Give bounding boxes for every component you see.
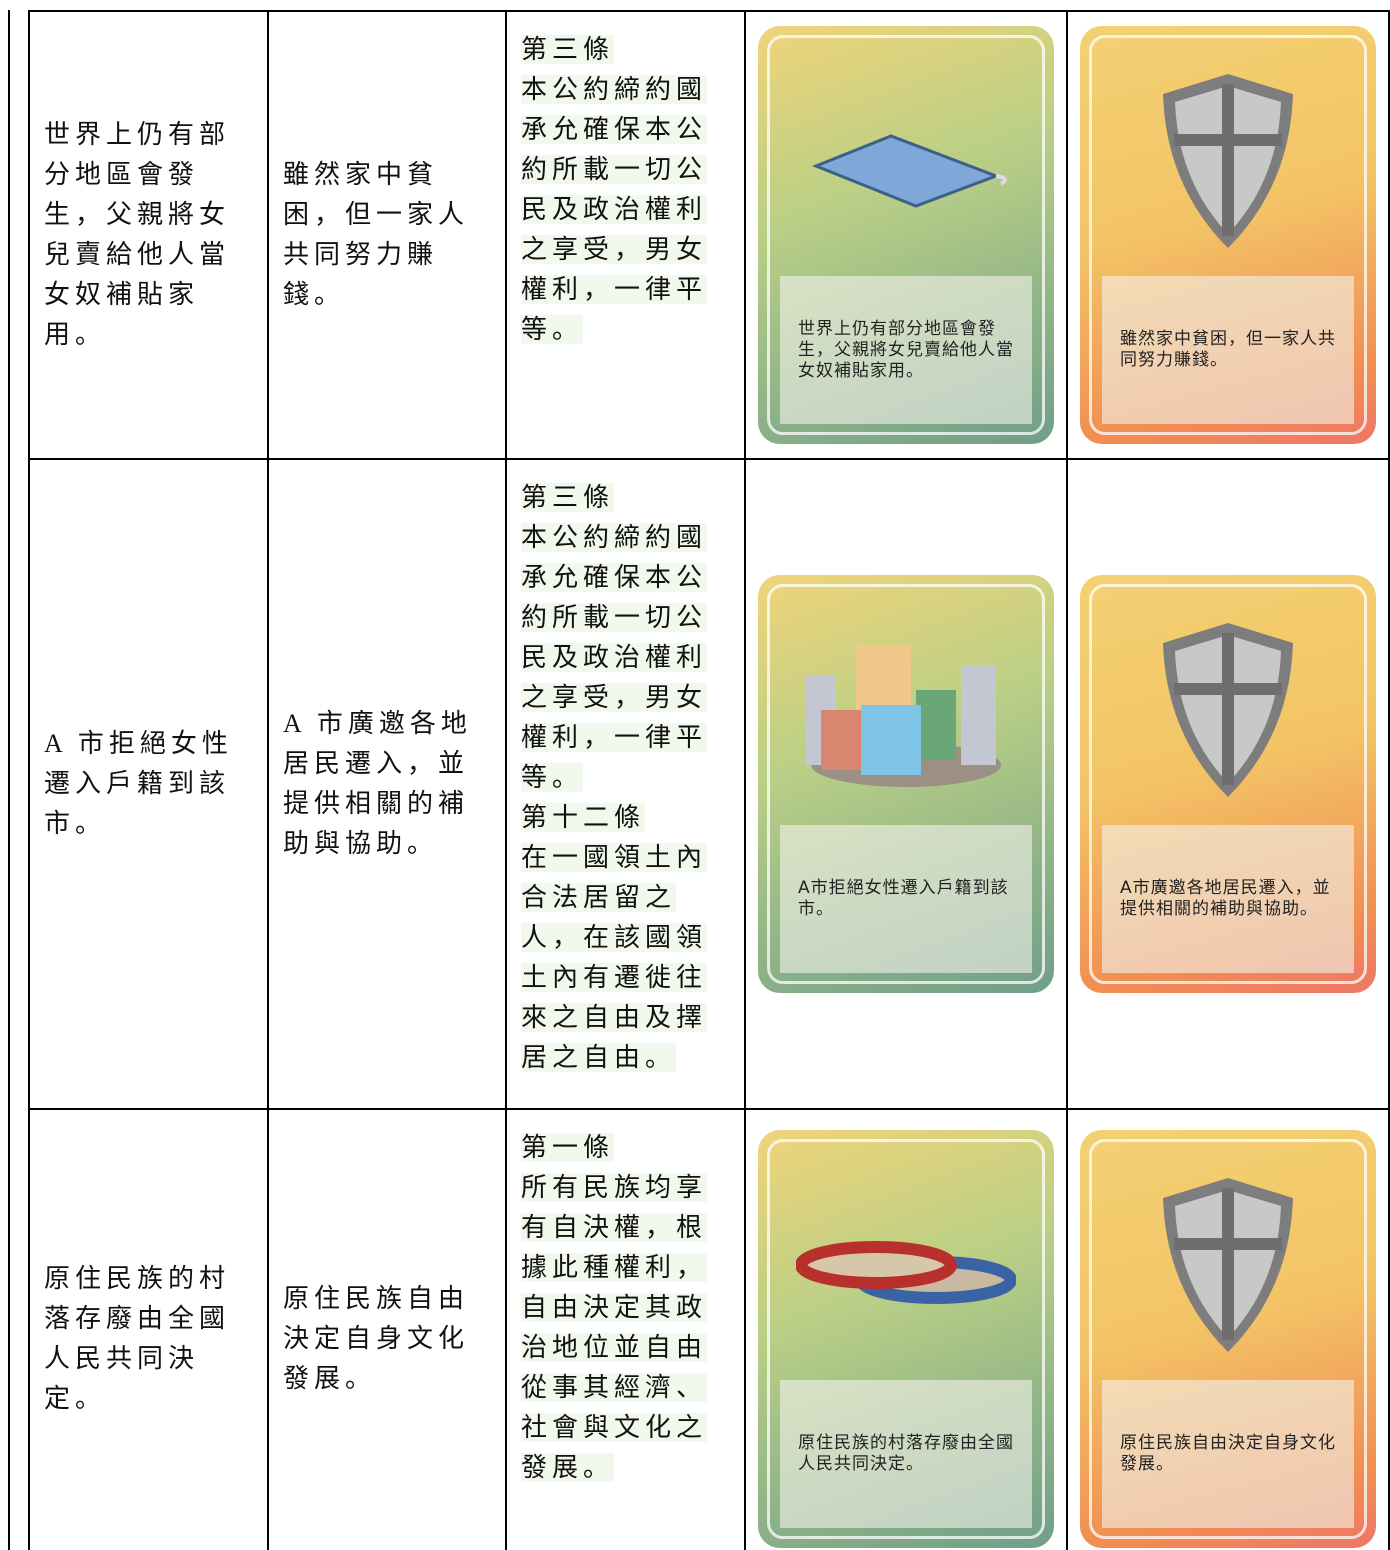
- scenario: A 市拒絕女性遷入戶籍到該市。: [28, 458, 269, 1110]
- response: 雖然家中貧困，但一家人共同努力賺錢。: [266, 10, 507, 460]
- scenario: 世界上仍有部分地區會發生，父親將女兒賣給他人當女奴補貼家用。: [28, 10, 269, 460]
- card-cell: 原住民族自由決定自身文化發展。: [1065, 1108, 1390, 1550]
- response: 原住民族自由決定自身文化發展。: [266, 1108, 507, 1550]
- table: 世界上仍有部分地區會發生，父親將女兒賣給他人當女奴補貼家用。 雖然家中貧困，但一…: [28, 10, 1390, 1550]
- card-cell: 原住民族的村落存廢由全國人民共同決定。: [743, 1108, 1068, 1550]
- card-caption: A市廣邀各地居民遷入，並提供相關的補助與協助。: [1119, 878, 1331, 919]
- card: A市拒絕女性遷入戶籍到該市。: [757, 575, 1054, 993]
- illustration: [1118, 1170, 1338, 1360]
- card: 原住民族自由決定自身文化發展。: [1079, 1130, 1376, 1548]
- article-text: 本公約締約國承允確保本公約所載一切公民及政治權利之享受，男女權利，一律平等。: [520, 75, 707, 344]
- card-cell: 雖然家中貧困，但一家人共同努力賺錢。: [1065, 10, 1390, 460]
- row: 世界上仍有部分地區會發生，父親將女兒賣給他人當女奴補貼家用。 雖然家中貧困，但一…: [28, 10, 1390, 460]
- card-caption: 雖然家中貧困，但一家人共同努力賺錢。: [1119, 329, 1336, 370]
- article-title: 第三條: [520, 483, 614, 512]
- article-title: 第三條: [520, 35, 614, 64]
- illustration: [796, 66, 1016, 256]
- article-text: 所有民族均享有自決權，根據此種權利，自由決定其政治地位並自由從事其經濟、社會與文…: [520, 1173, 707, 1482]
- card-caption: A市拒絕女性遷入戶籍到該市。: [797, 878, 1009, 919]
- illustration: [1118, 66, 1338, 256]
- card: 原住民族的村落存廢由全國人民共同決定。: [757, 1130, 1054, 1548]
- illustration: [796, 1170, 1016, 1360]
- card-caption: 原住民族自由決定自身文化發展。: [1119, 1433, 1336, 1474]
- left-margin: [8, 10, 30, 1550]
- illustration: [796, 615, 1016, 805]
- response: A 市廣邀各地居民遷入，並提供相關的補助與協助。: [266, 458, 507, 1110]
- article-text: 本公約締約國承允確保本公約所載一切公民及政治權利之享受，男女權利，一律平等。: [520, 523, 707, 792]
- row: A 市拒絕女性遷入戶籍到該市。 A 市廣邀各地居民遷入，並提供相關的補助與協助。…: [28, 458, 1390, 1110]
- article-text: 在一國領土內合法居留之人，在該國領土內有遷徙往來之自由及擇居之自由。: [520, 843, 707, 1072]
- card: 世界上仍有部分地區會發生，父親將女兒賣給他人當女奴補貼家用。: [757, 26, 1054, 444]
- article: 第一條所有民族均享有自決權，根據此種權利，自由決定其政治地位並自由從事其經濟、社…: [504, 1108, 746, 1550]
- article-title: 第一條: [520, 1133, 614, 1162]
- card: A市廣邀各地居民遷入，並提供相關的補助與協助。: [1079, 575, 1376, 993]
- article: 第三條本公約締約國承允確保本公約所載一切公民及政治權利之享受，男女權利，一律平等…: [504, 10, 746, 460]
- card-cell: A市廣邀各地居民遷入，並提供相關的補助與協助。: [1065, 458, 1390, 1110]
- scenario: 原住民族的村落存廢由全國人民共同決定。: [28, 1108, 269, 1550]
- article: 第三條本公約締約國承允確保本公約所載一切公民及政治權利之享受，男女權利，一律平等…: [504, 458, 746, 1110]
- article-title: 第十二條: [520, 803, 645, 832]
- card: 雖然家中貧困，但一家人共同努力賺錢。: [1079, 26, 1376, 444]
- card-cell: A市拒絕女性遷入戶籍到該市。: [743, 458, 1068, 1110]
- illustration: [1118, 615, 1338, 805]
- card-caption: 世界上仍有部分地區會發生，父親將女兒賣給他人當女奴補貼家用。: [797, 318, 1014, 381]
- row: 原住民族的村落存廢由全國人民共同決定。 原住民族自由決定自身文化發展。 第一條所…: [28, 1108, 1390, 1550]
- card-caption: 原住民族的村落存廢由全國人民共同決定。: [797, 1433, 1014, 1474]
- card-cell: 世界上仍有部分地區會發生，父親將女兒賣給他人當女奴補貼家用。: [743, 10, 1068, 460]
